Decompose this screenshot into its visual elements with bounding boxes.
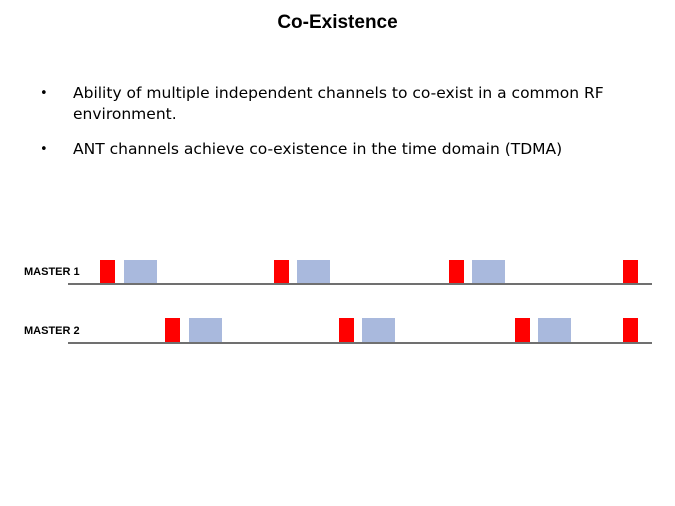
tdma-timing-diagram: MASTER 1 MASTER 2 bbox=[24, 260, 652, 344]
master-1-slave-packet bbox=[472, 260, 505, 283]
master-1-master-packet bbox=[623, 260, 638, 283]
master-1-master-packet bbox=[100, 260, 115, 283]
master-2-master-packet bbox=[515, 318, 530, 342]
master-1-slave-packet bbox=[124, 260, 157, 283]
master-2-master-packet bbox=[165, 318, 180, 342]
bullet-dot-icon: • bbox=[40, 86, 48, 101]
master-1-master-packet bbox=[274, 260, 289, 283]
bullet-dot-icon: • bbox=[40, 142, 48, 157]
bullet-text-1: Ability of multiple independent channels… bbox=[73, 84, 604, 123]
master-2-slave-packet bbox=[189, 318, 222, 342]
bullet-list: • Ability of multiple independent channe… bbox=[40, 83, 640, 174]
bullet-text-2: ANT channels achieve co-existence in the… bbox=[73, 140, 563, 158]
master-2-master-packet bbox=[339, 318, 354, 342]
master-2-label: MASTER 2 bbox=[24, 325, 80, 337]
bullet-item-2: • ANT channels achieve co-existence in t… bbox=[40, 139, 640, 160]
master-2-slave-packet bbox=[538, 318, 571, 342]
bullet-item-1: • Ability of multiple independent channe… bbox=[40, 83, 640, 125]
master-2-master-packet bbox=[623, 318, 638, 342]
slide-title: Co-Existence bbox=[277, 12, 398, 33]
master-1-master-packet bbox=[449, 260, 464, 283]
master-2-slave-packet bbox=[362, 318, 395, 342]
master-1-slave-packet bbox=[297, 260, 330, 283]
master-2-row: MASTER 2 bbox=[24, 318, 652, 344]
master-1-label: MASTER 1 bbox=[24, 266, 80, 278]
master-1-row: MASTER 1 bbox=[24, 260, 652, 285]
